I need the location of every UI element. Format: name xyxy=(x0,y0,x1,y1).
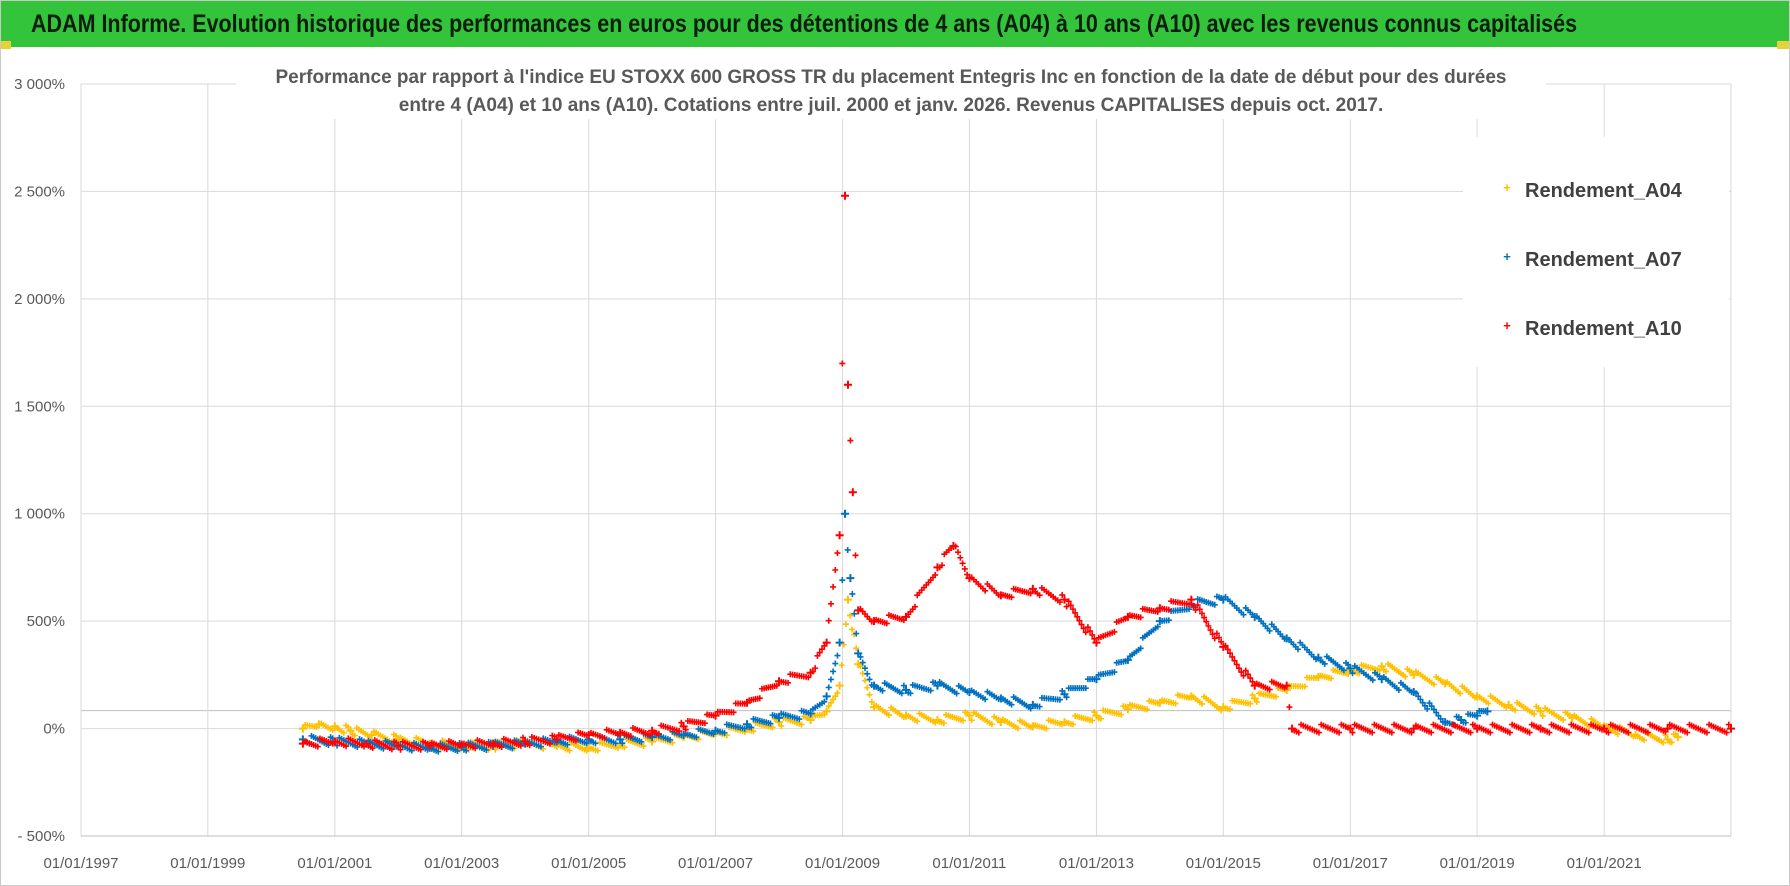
data-point xyxy=(1092,638,1101,647)
data-point xyxy=(822,692,831,701)
series-layer xyxy=(298,191,1735,755)
legend-label-a10: Rendement_A10 xyxy=(1525,318,1682,340)
banner-corner-left xyxy=(1,41,11,49)
banner-corner-right xyxy=(1777,41,1789,49)
legend-marker-a10: + xyxy=(1503,318,1511,333)
report-banner: ADAM Informe. Evolution historique des p… xyxy=(1,1,1789,49)
series-rendement-a07 xyxy=(298,509,1492,755)
x-tick-label: 01/01/2005 xyxy=(551,855,626,872)
x-tick-label: 01/01/2013 xyxy=(1059,855,1134,872)
x-tick-label: 01/01/2001 xyxy=(297,855,372,872)
chart-legend: + Rendement_A04 + Rendement_A07 + Rendem… xyxy=(1463,137,1729,367)
data-point xyxy=(841,191,850,200)
performance-chart: 3 000% 2 500% 2 000% 1 500% 1 000% 500% 0% - 50… xyxy=(14,59,1735,872)
y-tick-label: 2 500% xyxy=(14,183,65,200)
y-axis: 3 000% 2 500% 2 000% 1 500% 1 000% 500% 0% - 50… xyxy=(14,76,65,845)
report-title: ADAM Informe. Evolution historique des p… xyxy=(31,10,1578,38)
y-tick-label: 3 000% xyxy=(14,76,65,93)
y-tick-label: 500% xyxy=(27,613,65,630)
data-point xyxy=(298,724,307,733)
data-point xyxy=(841,509,850,518)
x-tick-label: 01/01/2019 xyxy=(1440,855,1515,872)
x-tick-label: 01/01/2009 xyxy=(805,855,880,872)
y-tick-label: 1 000% xyxy=(14,506,65,523)
data-point xyxy=(843,380,852,389)
series-markers xyxy=(302,360,1732,753)
data-point xyxy=(835,531,844,540)
chart-title-line-2: entre 4 (A04) et 10 ans (A10). Cotations… xyxy=(399,95,1383,116)
series-markers xyxy=(302,546,1489,755)
legend-marker-a04: + xyxy=(1503,180,1511,195)
data-point xyxy=(1060,595,1069,604)
data-point xyxy=(854,649,863,658)
data-point xyxy=(1727,724,1735,733)
x-axis: 01/01/1997 01/01/1999 01/01/2001 01/01/2003… xyxy=(43,835,1731,872)
chart-title: Performance par rapport à l'indice EU ST… xyxy=(236,59,1546,119)
y-tick-label: - 500% xyxy=(17,828,65,845)
x-tick-label: 01/01/2007 xyxy=(678,855,753,872)
legend-background xyxy=(1463,137,1729,367)
legend-item-a07: + Rendement_A07 xyxy=(1503,249,1682,271)
x-tick-label: 01/01/2015 xyxy=(1186,855,1261,872)
data-point xyxy=(835,681,844,690)
series-markers xyxy=(302,612,1679,754)
data-point xyxy=(1346,664,1355,673)
x-tick-label: 01/01/2017 xyxy=(1313,855,1388,872)
legend-marker-a07: + xyxy=(1503,249,1511,264)
data-point xyxy=(848,488,857,497)
data-point xyxy=(1377,662,1386,671)
legend-item-a10: + Rendement_A10 xyxy=(1503,318,1682,340)
x-tick-label: 01/01/2003 xyxy=(424,855,499,872)
data-point xyxy=(835,638,844,647)
legend-label-a07: Rendement_A07 xyxy=(1525,249,1682,271)
x-tick-label: 01/01/2011 xyxy=(932,855,1006,872)
data-point xyxy=(843,595,852,604)
y-tick-label: 0% xyxy=(43,721,65,738)
legend-item-a04: + Rendement_A04 xyxy=(1503,180,1682,202)
y-tick-label: 1 500% xyxy=(14,398,65,415)
x-tick-label: 01/01/1999 xyxy=(170,855,245,872)
series-rendement-a10 xyxy=(298,191,1735,753)
data-point xyxy=(1187,595,1196,604)
legend-label-a04: Rendement_A04 xyxy=(1525,180,1683,202)
chart-title-line-1: Performance par rapport à l'indice EU ST… xyxy=(275,67,1506,88)
y-tick-label: 2 000% xyxy=(14,291,65,308)
chart-title-background xyxy=(236,59,1546,119)
series-rendement-a04 xyxy=(298,595,1682,754)
x-tick-label: 01/01/1997 xyxy=(43,855,118,872)
data-point xyxy=(846,574,855,583)
x-tick-label: 01/01/2021 xyxy=(1567,855,1642,872)
